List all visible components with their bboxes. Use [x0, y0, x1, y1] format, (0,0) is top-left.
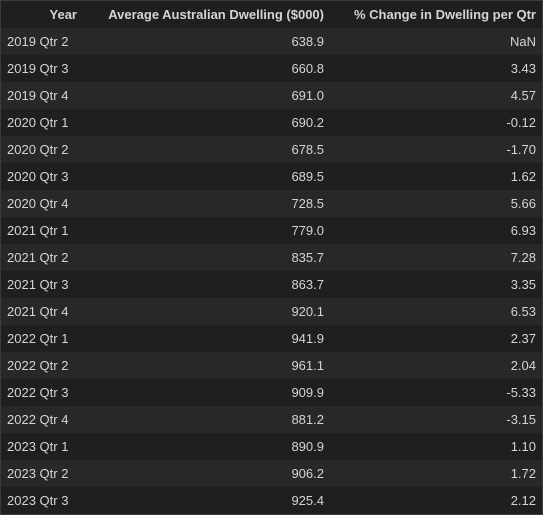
- percent-change-cell: -0.12: [330, 109, 542, 136]
- year-cell: 2022 Qtr 1: [1, 325, 83, 352]
- average-dwelling-cell: 890.9: [83, 433, 330, 460]
- table-row: 2019 Qtr 2 638.9 NaN: [1, 28, 542, 55]
- table-row: 2021 Qtr 3 863.7 3.35: [1, 271, 542, 298]
- year-cell: 2023 Qtr 1: [1, 433, 83, 460]
- table-row: 2020 Qtr 4 728.5 5.66: [1, 190, 542, 217]
- year-cell: 2019 Qtr 3: [1, 55, 83, 82]
- header-row: Year Average Australian Dwelling ($000) …: [1, 1, 542, 28]
- year-cell: 2022 Qtr 2: [1, 352, 83, 379]
- table-row: 2021 Qtr 1 779.0 6.93: [1, 217, 542, 244]
- column-header-average-dwelling: Average Australian Dwelling ($000): [83, 1, 330, 28]
- table-row: 2021 Qtr 4 920.1 6.53: [1, 298, 542, 325]
- year-cell: 2022 Qtr 4: [1, 406, 83, 433]
- percent-change-cell: 3.35: [330, 271, 542, 298]
- average-dwelling-cell: 638.9: [83, 28, 330, 55]
- year-cell: 2019 Qtr 2: [1, 28, 83, 55]
- average-dwelling-cell: 835.7: [83, 244, 330, 271]
- average-dwelling-cell: 863.7: [83, 271, 330, 298]
- percent-change-cell: 2.37: [330, 325, 542, 352]
- average-dwelling-cell: 925.4: [83, 487, 330, 514]
- year-cell: 2020 Qtr 2: [1, 136, 83, 163]
- table-row: 2019 Qtr 4 691.0 4.57: [1, 82, 542, 109]
- table-body: 2019 Qtr 2 638.9 NaN 2019 Qtr 3 660.8 3.43 201…: [1, 28, 542, 514]
- table-row: 2019 Qtr 3 660.8 3.43: [1, 55, 542, 82]
- year-cell: 2023 Qtr 2: [1, 460, 83, 487]
- percent-change-cell: 4.57: [330, 82, 542, 109]
- average-dwelling-cell: 941.9: [83, 325, 330, 352]
- table-row: 2020 Qtr 3 689.5 1.62: [1, 163, 542, 190]
- percent-change-cell: 6.53: [330, 298, 542, 325]
- average-dwelling-cell: 881.2: [83, 406, 330, 433]
- percent-change-cell: 1.10: [330, 433, 542, 460]
- percent-change-cell: -3.15: [330, 406, 542, 433]
- column-header-year: Year: [1, 1, 83, 28]
- percent-change-cell: 1.62: [330, 163, 542, 190]
- year-cell: 2019 Qtr 4: [1, 82, 83, 109]
- average-dwelling-cell: 920.1: [83, 298, 330, 325]
- table-row: 2022 Qtr 4 881.2 -3.15: [1, 406, 542, 433]
- table-row: 2022 Qtr 3 909.9 -5.33: [1, 379, 542, 406]
- year-cell: 2021 Qtr 3: [1, 271, 83, 298]
- table-row: 2020 Qtr 2 678.5 -1.70: [1, 136, 542, 163]
- table-row: 2023 Qtr 1 890.9 1.10: [1, 433, 542, 460]
- percent-change-cell: 3.43: [330, 55, 542, 82]
- average-dwelling-cell: 906.2: [83, 460, 330, 487]
- table-row: 2023 Qtr 2 906.2 1.72: [1, 460, 542, 487]
- average-dwelling-cell: 728.5: [83, 190, 330, 217]
- average-dwelling-cell: 909.9: [83, 379, 330, 406]
- year-cell: 2020 Qtr 3: [1, 163, 83, 190]
- year-cell: 2020 Qtr 1: [1, 109, 83, 136]
- percent-change-cell: -5.33: [330, 379, 542, 406]
- average-dwelling-cell: 678.5: [83, 136, 330, 163]
- table-row: 2022 Qtr 1 941.9 2.37: [1, 325, 542, 352]
- year-cell: 2021 Qtr 1: [1, 217, 83, 244]
- average-dwelling-cell: 691.0: [83, 82, 330, 109]
- table-row: 2020 Qtr 1 690.2 -0.12: [1, 109, 542, 136]
- percent-change-cell: 2.04: [330, 352, 542, 379]
- percent-change-cell: 5.66: [330, 190, 542, 217]
- year-cell: 2023 Qtr 3: [1, 487, 83, 514]
- average-dwelling-cell: 689.5: [83, 163, 330, 190]
- column-header-percent-change: % Change in Dwelling per Qtr: [330, 1, 542, 28]
- percent-change-cell: 7.28: [330, 244, 542, 271]
- table-row: 2023 Qtr 3 925.4 2.12: [1, 487, 542, 514]
- average-dwelling-cell: 961.1: [83, 352, 330, 379]
- year-cell: 2021 Qtr 2: [1, 244, 83, 271]
- percent-change-cell: 1.72: [330, 460, 542, 487]
- average-dwelling-cell: 690.2: [83, 109, 330, 136]
- table-row: 2022 Qtr 2 961.1 2.04: [1, 352, 542, 379]
- percent-change-cell: NaN: [330, 28, 542, 55]
- table-row: 2021 Qtr 2 835.7 7.28: [1, 244, 542, 271]
- percent-change-cell: 2.12: [330, 487, 542, 514]
- average-dwelling-cell: 779.0: [83, 217, 330, 244]
- year-cell: 2021 Qtr 4: [1, 298, 83, 325]
- percent-change-cell: -1.70: [330, 136, 542, 163]
- year-cell: 2022 Qtr 3: [1, 379, 83, 406]
- average-dwelling-cell: 660.8: [83, 55, 330, 82]
- year-cell: 2020 Qtr 4: [1, 190, 83, 217]
- percent-change-cell: 6.93: [330, 217, 542, 244]
